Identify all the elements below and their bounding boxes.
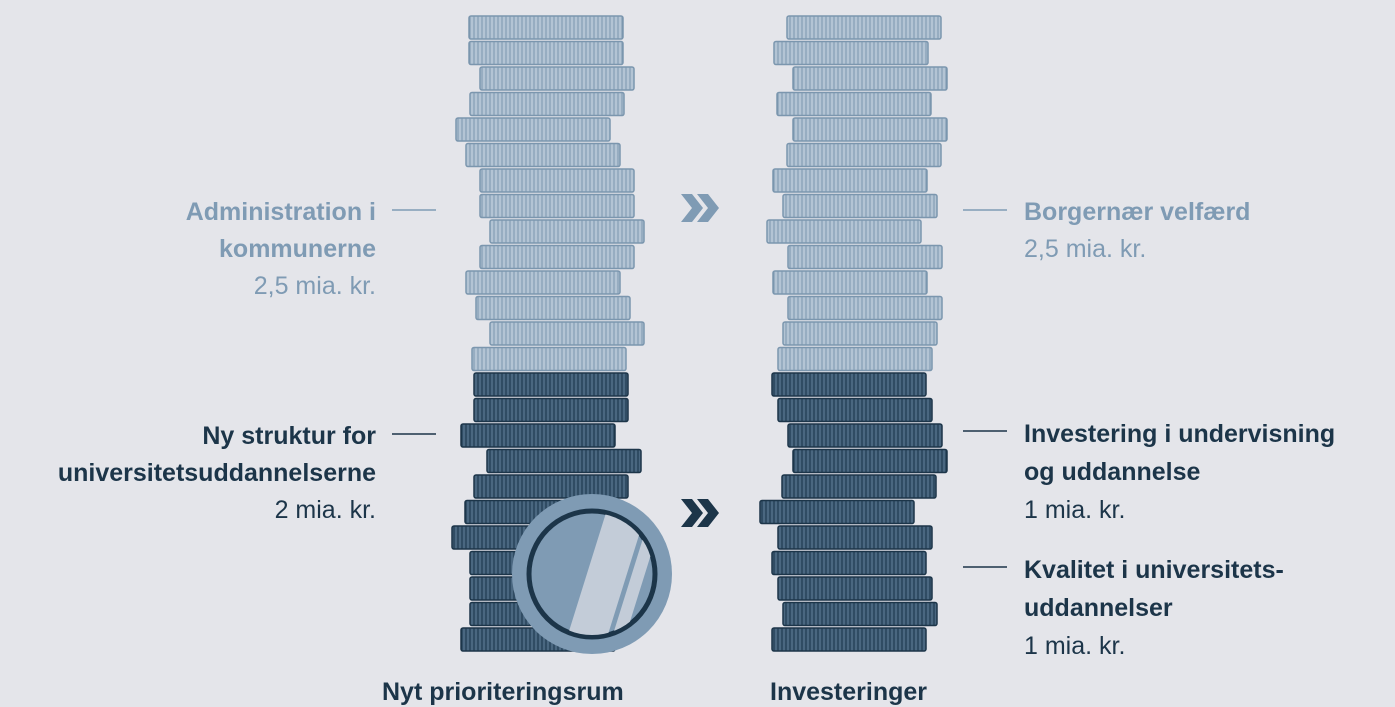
coin (771, 372, 927, 397)
coin (787, 244, 943, 270)
label-amount: 1 mia. kr. (1024, 632, 1125, 660)
label-title: uddannelser (1024, 594, 1173, 622)
label-amount: 2,5 mia. kr. (1024, 235, 1146, 263)
coin (786, 142, 942, 168)
label-amount: 1 mia. kr. (1024, 496, 1125, 524)
coin (781, 474, 937, 499)
stack-title: Nyt prioriteringsrum (382, 678, 624, 706)
coin (771, 550, 927, 576)
stack-title: Investeringer (770, 678, 927, 706)
coin (792, 448, 948, 474)
label-title: Administration i (186, 198, 376, 226)
coin (473, 474, 629, 499)
coin (772, 270, 928, 295)
coin (475, 295, 631, 321)
coin (455, 117, 611, 142)
coin (777, 397, 933, 423)
coin (473, 397, 629, 423)
coin (479, 66, 635, 91)
coin (773, 40, 929, 66)
coin (460, 423, 616, 448)
label-title: kommunerne (219, 235, 376, 263)
label-title: Kvalitet i universitets- (1024, 556, 1284, 584)
label-title: Investering i undervisning (1024, 420, 1335, 448)
magnifier (512, 494, 672, 654)
arrow-dark (681, 499, 719, 527)
coin (771, 627, 927, 652)
label-title: Borgernær velfærd (1024, 198, 1250, 226)
coin (473, 372, 629, 397)
coin (777, 525, 933, 550)
coin (777, 576, 933, 601)
coin (486, 448, 642, 474)
coin (479, 244, 635, 270)
coin (489, 219, 645, 244)
coin (792, 117, 948, 142)
coin (786, 15, 942, 40)
label-title: og uddannelse (1024, 458, 1201, 486)
coin (465, 270, 621, 295)
coin (782, 193, 938, 219)
coin (766, 219, 922, 244)
coin (782, 321, 938, 346)
coin (777, 346, 933, 372)
arrow-light (681, 194, 719, 222)
coin (759, 499, 915, 525)
coin (468, 15, 624, 40)
coin (776, 91, 932, 117)
label-title: universitetsuddannelserne (58, 459, 376, 487)
label-title: Ny struktur for (202, 422, 376, 450)
connectors-dark (392, 430, 1007, 568)
coin (468, 40, 624, 66)
coin (787, 295, 943, 321)
coin (772, 168, 928, 193)
coin (479, 193, 635, 219)
label-amount: 2,5 mia. kr. (254, 272, 376, 300)
coin (782, 601, 938, 627)
coin (471, 346, 627, 372)
coin (465, 142, 621, 168)
label-amount: 2 mia. kr. (275, 496, 376, 524)
coin (792, 66, 948, 91)
coin (787, 423, 943, 448)
coin (489, 321, 645, 346)
coin (469, 91, 625, 117)
coin (479, 168, 635, 193)
